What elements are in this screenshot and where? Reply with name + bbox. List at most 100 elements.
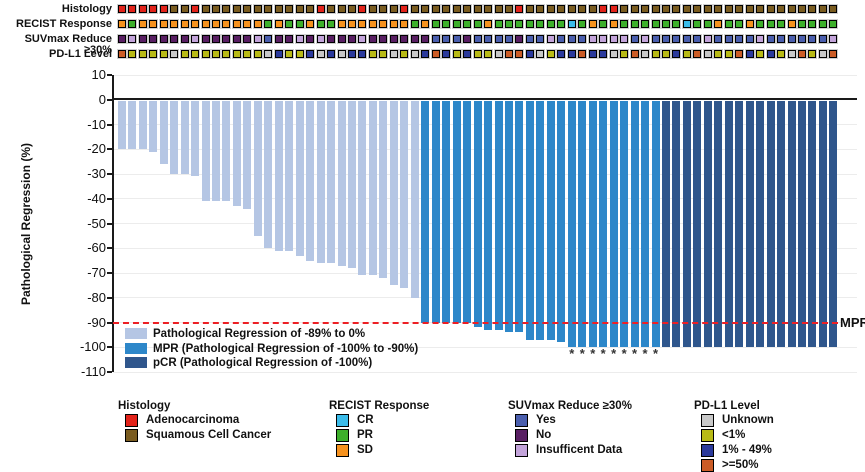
annotation-square [348, 50, 357, 58]
annotation-square [410, 20, 419, 28]
annotation-square [170, 5, 179, 13]
legend-item-label: Unknown [722, 414, 774, 426]
waterfall-bar [808, 100, 817, 348]
annotation-square [128, 5, 137, 13]
waterfall-bar [306, 100, 315, 261]
annotation-square [389, 20, 398, 28]
annotation-square [463, 5, 472, 13]
annotation-square [253, 20, 262, 28]
annotation-square [515, 20, 524, 28]
annotation-square [191, 5, 200, 13]
waterfall-bar [191, 100, 200, 177]
annotation-square [630, 50, 639, 58]
annotation-square [410, 35, 419, 43]
annotation-square [421, 50, 430, 58]
waterfall-bar [557, 100, 566, 343]
waterfall-bar [368, 100, 377, 276]
legend-item-label: Insufficent Data [536, 444, 623, 456]
legend-item-label: SD [357, 444, 373, 456]
waterfall-bar [735, 100, 744, 348]
annotation-square [191, 50, 200, 58]
y-tick-mark [107, 371, 112, 373]
annotation-square [368, 50, 377, 58]
annotation-square [588, 35, 597, 43]
annotation-row-label: Histology [61, 3, 112, 15]
annotation-square [525, 50, 534, 58]
legend-swatch [125, 414, 138, 427]
y-tick-mark [107, 247, 112, 250]
annotation-square [578, 50, 587, 58]
y-tick-label: -60 [87, 240, 106, 256]
annotation-square [264, 20, 273, 28]
legend-swatch [701, 459, 714, 472]
annotation-square [661, 50, 670, 58]
annotation-square [756, 35, 765, 43]
legend-swatch [701, 414, 714, 427]
waterfall-bar [484, 100, 493, 330]
annotation-square [546, 35, 555, 43]
annotation-square [557, 20, 566, 28]
annotation-square [777, 20, 786, 28]
annotation-square [316, 20, 325, 28]
waterfall-bar [494, 100, 503, 330]
annotation-square [714, 5, 723, 13]
y-tick-label: 10 [91, 67, 106, 82]
annotation-square [484, 20, 493, 28]
annotation-square [222, 35, 231, 43]
y-tick-mark [107, 123, 112, 126]
waterfall-bar [777, 100, 786, 348]
annotation-square [651, 35, 660, 43]
significance-asterisk: * [611, 346, 617, 361]
waterfall-bar [546, 100, 555, 340]
waterfall-bar [274, 100, 283, 251]
annotation-square [578, 35, 587, 43]
legend-swatch [336, 444, 349, 457]
annotation-square [609, 5, 618, 13]
legend-group-title: RECIST Response [329, 400, 430, 412]
legend-item-label: Squamous Cell Cancer [146, 429, 272, 441]
annotation-square [682, 35, 691, 43]
annotation-square [306, 35, 315, 43]
annotation-square [253, 35, 262, 43]
annotation-square [170, 20, 179, 28]
annotation-square [201, 20, 210, 28]
legend-swatch [125, 429, 138, 442]
annotation-square [253, 5, 262, 13]
mpr-reference-line [113, 321, 838, 324]
annotation-square [128, 20, 137, 28]
annotation-square [410, 50, 419, 58]
y-tick-label: -20 [87, 141, 106, 157]
annotation-square [442, 50, 451, 58]
annotation-square [620, 5, 629, 13]
waterfall-bar [599, 100, 608, 348]
annotation-square [149, 5, 158, 13]
waterfall-bar [149, 100, 158, 152]
annotation-square [222, 50, 231, 58]
annotation-square [829, 50, 838, 58]
annotation-square [180, 35, 189, 43]
annotation-square [651, 20, 660, 28]
annotation-square [724, 50, 733, 58]
annotation-square [379, 20, 388, 28]
waterfall-bar [693, 100, 702, 348]
waterfall-bar [421, 100, 430, 323]
annotation-square [829, 5, 838, 13]
y-tick-mark [107, 148, 112, 151]
annotation-square [138, 35, 147, 43]
annotation-square [672, 35, 681, 43]
annotation-square [264, 50, 273, 58]
annotation-square [766, 50, 775, 58]
waterfall-bar [138, 100, 147, 150]
legend-group-title: PD-L1 Level [694, 400, 760, 412]
annotation-square [201, 35, 210, 43]
annotation-square [798, 20, 807, 28]
annotation-square [484, 50, 493, 58]
waterfall-bar [243, 100, 252, 209]
annotation-square [588, 20, 597, 28]
annotation-square [505, 50, 513, 58]
waterfall-bar [201, 100, 210, 202]
annotation-square [578, 5, 587, 13]
annotation-square [222, 5, 231, 13]
y-axis-line [112, 75, 114, 372]
waterfall-bar [756, 100, 765, 348]
